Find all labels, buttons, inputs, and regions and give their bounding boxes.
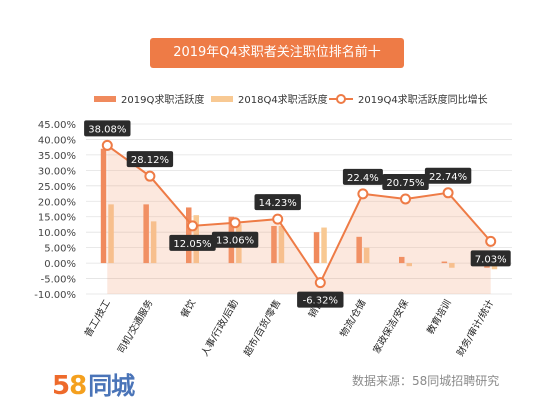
growth-point bbox=[442, 187, 454, 199]
data-label: 14.23% bbox=[259, 198, 297, 209]
growth-point bbox=[272, 213, 284, 225]
data-label: 13.06% bbox=[216, 236, 254, 247]
bar-2019q4 bbox=[441, 261, 448, 264]
legend-label: 2019Q4求职活跃度同比增长 bbox=[358, 93, 488, 106]
data-label: 7.03% bbox=[475, 254, 507, 265]
growth-point bbox=[187, 220, 198, 232]
bar-2018q4 bbox=[278, 226, 285, 264]
bar-2018q4 bbox=[150, 221, 157, 264]
data-label: 38.08% bbox=[88, 124, 126, 135]
bar-2019q4 bbox=[399, 256, 405, 264]
data-label-bg bbox=[84, 120, 131, 137]
y-tick-label: 30.00% bbox=[38, 166, 76, 177]
bar-2018q4 bbox=[321, 227, 327, 264]
x-tick-label: 人事/行政/后勤 bbox=[199, 298, 241, 359]
growth-point bbox=[400, 193, 411, 205]
growth-point bbox=[314, 277, 326, 289]
data-label: 22.74% bbox=[429, 172, 467, 183]
growth-point bbox=[357, 188, 369, 200]
bar-2019q4 bbox=[313, 232, 320, 264]
y-tick-label: 10.00% bbox=[38, 228, 76, 239]
x-tick-label: 财务/审计/统计 bbox=[454, 297, 496, 358]
legend-swatch-2019 bbox=[94, 96, 116, 102]
x-tick-label: 司机/交通服务 bbox=[115, 297, 156, 356]
y-tick-label: 20.00% bbox=[38, 197, 76, 208]
data-label-bg bbox=[169, 234, 216, 251]
data-label-bg bbox=[382, 173, 429, 190]
data-label-bg bbox=[126, 151, 174, 168]
bar-2019q4 bbox=[143, 204, 149, 264]
chart-title: 2019年Q4求职者关注职位排名前十 bbox=[150, 38, 404, 68]
y-tick-label: 5.00% bbox=[44, 244, 76, 255]
data-label-bg bbox=[254, 194, 301, 211]
legend-label: 2019Q求职活跃度 bbox=[121, 93, 204, 106]
data-label-bg bbox=[211, 231, 259, 248]
y-tick-label: 40.00% bbox=[38, 135, 76, 146]
y-tick-label: -10.00% bbox=[34, 290, 76, 301]
bar-2018q4 bbox=[363, 247, 370, 264]
x-tick-label: 餐饮 bbox=[178, 297, 198, 320]
growth-point bbox=[101, 139, 113, 151]
data-label-bg bbox=[297, 291, 344, 308]
brand-logo: 58同城 bbox=[52, 371, 135, 401]
data-label-bg bbox=[424, 167, 472, 184]
legend-label: 2018Q4求职活跃度 bbox=[238, 93, 328, 106]
x-tick-label: 家政保洁/安保 bbox=[371, 297, 412, 356]
y-tick-label: 35.00% bbox=[38, 151, 76, 162]
bar-2019q4 bbox=[271, 226, 277, 264]
x-tick-label: 教育培训 bbox=[424, 298, 453, 337]
growth-point bbox=[485, 235, 497, 247]
growth-point bbox=[144, 170, 156, 182]
data-label: 12.05% bbox=[173, 239, 211, 250]
bar-2018q4 bbox=[449, 263, 455, 268]
y-tick-label: 45.00% bbox=[38, 120, 76, 131]
data-label: 22.4% bbox=[347, 173, 379, 184]
bar-2019q4 bbox=[100, 148, 107, 264]
y-tick-label: 15.00% bbox=[38, 213, 76, 224]
data-label: 20.75% bbox=[386, 178, 424, 189]
bar-2019q4 bbox=[356, 236, 362, 264]
x-tick-label: 超市/百货/零售 bbox=[241, 298, 283, 359]
bar-2018q4 bbox=[108, 204, 114, 264]
bar-2018q4 bbox=[406, 263, 412, 267]
growth-area bbox=[107, 145, 491, 294]
x-tick-label: 普工/技工 bbox=[82, 297, 113, 339]
data-label-bg bbox=[342, 168, 383, 185]
data-label: 28.12% bbox=[131, 155, 169, 166]
legend-swatch-2018 bbox=[211, 96, 233, 102]
legend-marker bbox=[336, 94, 346, 104]
data-source: 数据来源：58同城招聘研究 bbox=[352, 374, 500, 388]
data-label: -6.32% bbox=[303, 296, 338, 307]
data-label-bg bbox=[470, 250, 511, 267]
growth-point bbox=[229, 217, 241, 229]
growth-line bbox=[106, 144, 492, 285]
y-tick-label: 0.00% bbox=[44, 259, 76, 270]
y-tick-label: 25.00% bbox=[38, 182, 76, 193]
y-tick-label: -5.00% bbox=[41, 275, 76, 286]
